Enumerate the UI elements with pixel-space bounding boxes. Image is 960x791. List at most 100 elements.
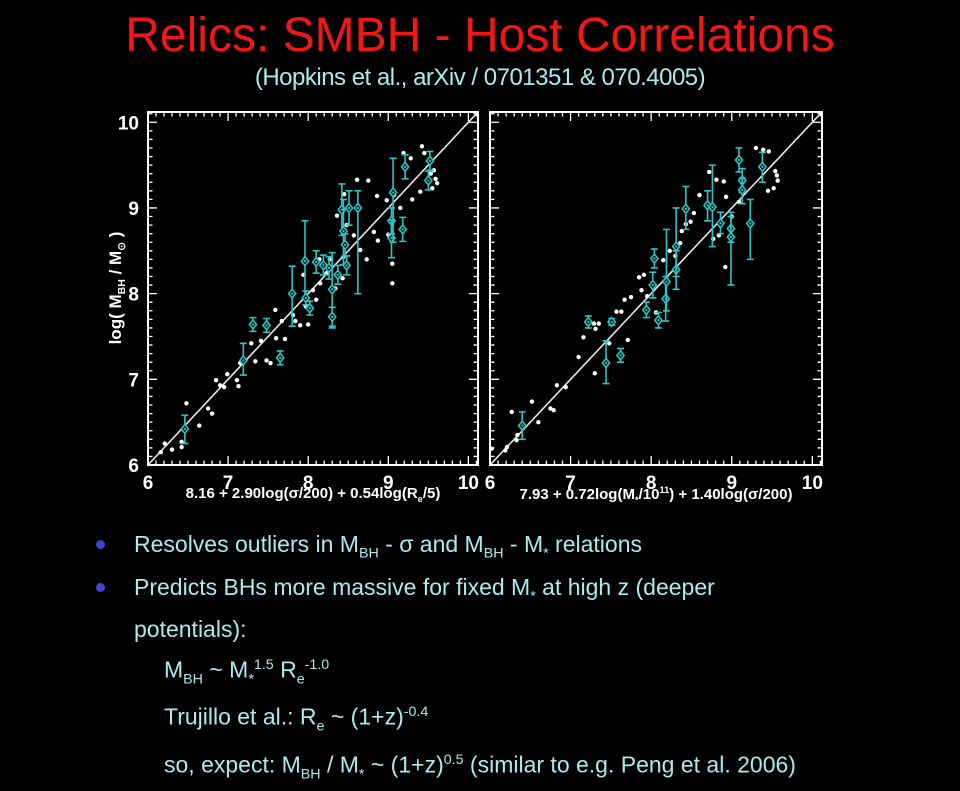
data-point bbox=[434, 180, 440, 186]
data-point bbox=[554, 383, 560, 388]
data-point bbox=[225, 371, 230, 377]
data-point-center bbox=[356, 206, 360, 210]
charts-area: 6 7 8 9 10 6 7 8 9 10 6 7 8 9 10 log( MBH / M⊙ ) 8.16 … bbox=[0, 100, 960, 512]
slide-subtitle: (Hopkins et al., arXiv / 0701351 & 070.4… bbox=[254, 64, 706, 91]
data-point bbox=[410, 197, 415, 202]
data-point bbox=[398, 205, 403, 211]
data-point bbox=[390, 281, 395, 286]
data-point-center bbox=[251, 323, 255, 326]
slide-root: { "slide": { "title": "Relics: SMBH - Ho… bbox=[0, 9, 960, 782]
equation-line: Trujillo et al.: Re ~ (1+z)-0.4 bbox=[164, 704, 429, 735]
data-point bbox=[614, 309, 619, 314]
data-point bbox=[408, 156, 413, 161]
data-point-center bbox=[604, 361, 608, 365]
data-point-center bbox=[610, 320, 613, 324]
data-point-center bbox=[183, 427, 187, 431]
data-point bbox=[162, 441, 168, 446]
data-point-center bbox=[651, 283, 654, 287]
data-point bbox=[197, 423, 202, 428]
data-point-center bbox=[322, 264, 325, 267]
sub-line-group: MBH ~ M*1.5 Re-1.0 Trujillo et al.: Re ~… bbox=[164, 649, 886, 791]
data-point bbox=[305, 322, 311, 327]
data-point bbox=[765, 188, 771, 194]
data-point bbox=[697, 192, 702, 198]
data-point bbox=[593, 326, 598, 331]
data-point bbox=[723, 264, 728, 270]
data-point bbox=[340, 276, 345, 281]
scatter-panel-left: 6 7 8 9 10 6 7 8 9 10 bbox=[118, 111, 479, 494]
bullet-item: Predicts BHs more massive for fixed M* a… bbox=[96, 571, 886, 647]
x-tick-label: 6 bbox=[485, 473, 496, 494]
y-axis-label: log( MBH / M⊙ ) bbox=[105, 231, 129, 345]
data-point bbox=[169, 447, 175, 452]
data-point-center bbox=[303, 259, 307, 263]
data-point bbox=[581, 335, 586, 340]
error-bar bbox=[727, 211, 735, 286]
x-tick-label: 6 bbox=[143, 473, 154, 494]
data-point bbox=[688, 219, 693, 224]
data-point bbox=[431, 168, 437, 173]
data-point bbox=[428, 171, 433, 176]
plot-frame bbox=[489, 111, 823, 466]
data-point bbox=[504, 444, 510, 450]
data-point bbox=[641, 272, 647, 277]
data-point bbox=[205, 406, 211, 411]
data-point bbox=[433, 176, 438, 182]
data-point bbox=[358, 247, 363, 253]
data-point bbox=[209, 411, 215, 416]
data-point bbox=[184, 401, 189, 406]
data-point bbox=[548, 406, 553, 411]
data-point bbox=[576, 354, 581, 360]
data-point-center bbox=[741, 188, 744, 192]
data-point-center bbox=[427, 179, 430, 182]
data-point-center bbox=[761, 165, 764, 169]
data-point bbox=[721, 179, 726, 184]
bullet-dot-icon bbox=[96, 540, 105, 549]
data-point bbox=[529, 399, 535, 404]
data-point bbox=[667, 248, 672, 254]
x-tick-label: 9 bbox=[726, 473, 737, 494]
data-point bbox=[384, 198, 389, 203]
data-point bbox=[753, 145, 759, 151]
data-point bbox=[374, 193, 380, 199]
data-point-center bbox=[706, 204, 709, 207]
data-point-center bbox=[428, 159, 432, 163]
data-point bbox=[236, 383, 241, 389]
data-point-center bbox=[327, 266, 331, 270]
data-point bbox=[677, 240, 683, 246]
x-tick-label: 8 bbox=[646, 473, 657, 494]
data-point bbox=[628, 294, 634, 300]
y-tick-label: 10 bbox=[118, 113, 139, 134]
x-tick-label: 10 bbox=[458, 473, 479, 494]
data-point bbox=[774, 173, 780, 178]
bullet-item: Resolves outliers in MBH - σ and MBH - M… bbox=[96, 528, 886, 571]
data-point bbox=[354, 177, 360, 182]
data-point bbox=[766, 149, 772, 154]
data-point bbox=[282, 336, 288, 342]
data-point-center bbox=[719, 222, 722, 225]
data-point-center bbox=[315, 260, 318, 264]
data-point bbox=[551, 407, 556, 413]
data-point-center bbox=[711, 205, 714, 209]
data-point bbox=[318, 281, 323, 286]
data-point bbox=[375, 238, 381, 243]
data-point bbox=[661, 258, 666, 263]
bullet-text: Predicts BHs more massive for fixed M* a… bbox=[134, 573, 715, 643]
data-point-center bbox=[674, 245, 678, 248]
data-point-center bbox=[308, 307, 311, 310]
data-point bbox=[273, 335, 279, 341]
data-point-center bbox=[290, 292, 294, 295]
data-point-center bbox=[737, 158, 741, 162]
data-point-center bbox=[342, 229, 345, 233]
data-point bbox=[342, 192, 347, 197]
data-point bbox=[691, 210, 697, 216]
data-point bbox=[273, 307, 278, 313]
data-point bbox=[591, 321, 597, 326]
data-point bbox=[293, 318, 298, 324]
data-point-center bbox=[657, 319, 660, 322]
y-tick-label: 7 bbox=[128, 370, 139, 391]
data-point bbox=[279, 318, 284, 324]
x-axis-label-right: 7.93 + 0.72log(M*/1011) + 1.40log(σ/200) bbox=[519, 485, 793, 505]
data-point bbox=[221, 384, 227, 390]
x-tick-label: 7 bbox=[565, 473, 576, 494]
